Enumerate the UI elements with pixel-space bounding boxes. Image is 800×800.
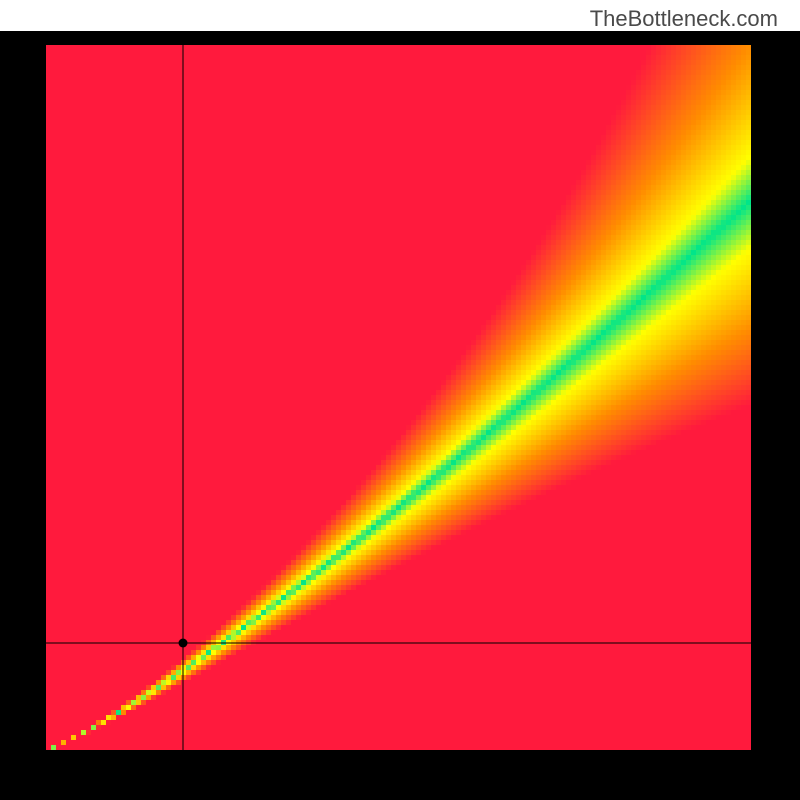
heatmap-cells [46, 45, 751, 750]
heatmap-chart [0, 0, 800, 800]
watermark-text: TheBottleneck.com [590, 6, 778, 32]
chart-container: TheBottleneck.com [0, 0, 800, 800]
marker-point [179, 639, 188, 648]
